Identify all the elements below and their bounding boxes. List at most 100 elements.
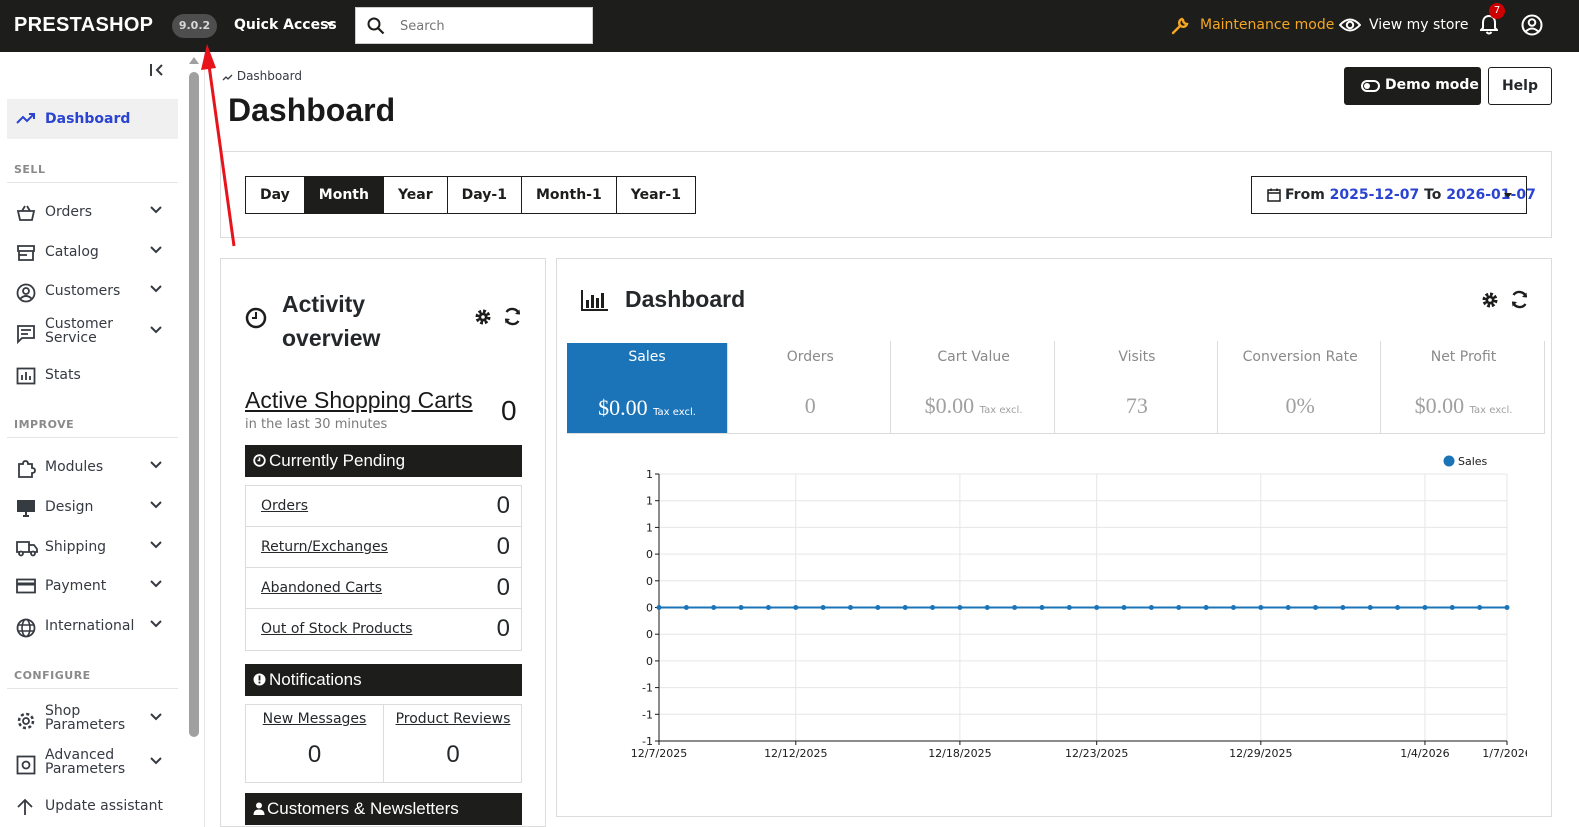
refresh-icon[interactable] [1510,290,1529,309]
sales-data-point [1039,605,1045,610]
demo-mode-button[interactable]: Demo mode [1344,67,1481,105]
sidebar-item-dashboard[interactable]: Dashboard [7,99,178,139]
y-tick-label: 1 [646,521,653,534]
sidebar-item-catalog[interactable]: Catalog [7,232,178,272]
chevron-down-icon[interactable] [150,246,162,254]
sidebar-item-shipping[interactable]: Shipping [7,527,178,567]
y-tick-label: 0 [646,548,653,561]
y-tick-label: 0 [646,628,653,641]
sidebar-item-update-assistant[interactable]: Update assistant [7,786,178,826]
period-button-day[interactable]: Day [246,177,305,213]
kpi-tab-visits[interactable]: Visits 73 [1057,341,1218,434]
period-button-year-1[interactable]: Year-1 [616,177,695,213]
period-button-month[interactable]: Month [304,177,384,213]
user-account-icon[interactable] [1521,14,1543,36]
chevron-down-icon[interactable] [150,620,162,628]
breadcrumb[interactable]: Dashboard [222,69,302,83]
notifications-table: New Messages 0 Product Reviews 0 [245,704,522,783]
from-label: From [1285,187,1325,203]
sidebar-item-payment[interactable]: Payment [7,566,178,606]
chevron-down-icon[interactable] [150,285,162,293]
search-input[interactable] [400,16,580,36]
pending-link[interactable]: Out of Stock Products [261,621,413,637]
version-badge: 9.0.2 [172,14,217,38]
sales-data-point [1367,605,1373,610]
help-button[interactable]: Help [1488,67,1552,105]
kpi-value-text: 0 [804,393,816,418]
sidebar-item-shop-parameters[interactable]: Shop Parameters [7,699,178,739]
sidebar-item-label: Customer Service [45,316,114,346]
y-tick-label: 0 [646,602,653,615]
sidebar-item-modules[interactable]: Modules [7,447,178,487]
clock-icon [253,454,266,467]
period-button-day-1[interactable]: Day-1 [447,177,522,213]
sales-data-point [1285,605,1291,610]
gear-icon[interactable] [1481,291,1499,309]
period-button-month-1[interactable]: Month-1 [521,177,617,213]
legend-swatch [1443,455,1455,467]
sales-data-point [820,605,826,610]
sidebar-item-orders[interactable]: Orders [7,192,178,232]
sidebar-item-customer-service[interactable]: Customer Service [7,312,178,352]
quick-access-button[interactable]: Quick Access [234,17,337,33]
pending-value: 0 [496,492,510,519]
divider [7,688,178,689]
y-tick-label: -1 [642,735,653,748]
breadcrumb-label[interactable]: Dashboard [236,69,302,83]
new-messages-link[interactable]: New Messages [262,711,367,727]
gear-icon[interactable] [474,308,492,326]
caret-down-icon[interactable] [326,22,334,27]
period-button-year[interactable]: Year [383,177,448,213]
caret-down-icon [1504,193,1512,198]
section-title: Currently Pending [269,451,406,470]
kpi-tab-orders[interactable]: Orders 0 [730,341,892,434]
currently-pending-header: Currently Pending [245,445,522,477]
divider [7,182,178,183]
chevron-down-icon[interactable] [150,580,162,588]
pending-link[interactable]: Orders [261,498,309,514]
active-carts-link[interactable]: Active Shopping Carts [245,387,473,413]
chevron-down-icon[interactable] [150,757,162,765]
kpi-suffix: Tax excl. [979,405,1023,416]
sidebar-item-advanced-parameters[interactable]: Advanced Parameters [7,743,178,783]
refresh-icon[interactable] [503,307,522,326]
kpi-tab-conversion-rate[interactable]: Conversion Rate 0% [1220,341,1382,434]
prestashop-logo[interactable]: PRESTASHOP [14,14,154,36]
search-icon[interactable] [367,17,385,35]
sidebar-item-label: Orders [45,204,93,220]
kpi-tab-sales[interactable]: Sales $0.00 Tax excl. [567,343,728,433]
kpi-label: Cart Value [937,349,1010,365]
search-box[interactable] [355,7,593,44]
product-reviews-link[interactable]: Product Reviews [395,711,511,727]
sidebar-item-stats[interactable]: Stats [7,355,178,395]
to-date: 2026-01-07 [1446,187,1536,203]
chevron-down-icon[interactable] [150,326,162,334]
pending-link[interactable]: Abandoned Carts [261,580,383,596]
x-tick-label: 1/7/2026 [1482,747,1527,760]
chevron-down-icon[interactable] [150,501,162,509]
arrow-up-icon [17,798,33,815]
kpi-tab-cart-value[interactable]: Cart Value $0.00 Tax excl. [894,341,1055,434]
chevron-down-icon[interactable] [150,461,162,469]
sidebar-item-customers[interactable]: Customers [7,271,178,311]
table-row: Out of Stock Products 0 [246,609,521,650]
section-title: Customers & Newsletters [267,799,459,818]
chevron-down-icon[interactable] [150,713,162,721]
sidebar-item-label: Customers [45,283,121,299]
active-carts-value: 0 [501,395,517,426]
date-range-picker[interactable]: From 2025-12-07 To 2026-01-07 [1251,176,1536,214]
pending-link[interactable]: Return/Exchanges [261,539,388,555]
kpi-tab-net-profit[interactable]: Net Profit $0.00 Tax excl. [1384,341,1545,434]
product-reviews-value: 0 [446,741,460,768]
sidebar-item-international[interactable]: International [7,606,178,646]
sales-data-point [1012,605,1018,610]
chevron-down-icon[interactable] [150,206,162,214]
x-tick-label: 12/23/2025 [1065,747,1128,760]
sidebar-scrollbar[interactable] [189,72,199,737]
sales-data-point [656,605,662,610]
scrollbar-up-arrow[interactable] [189,57,199,64]
collapse-sidebar-icon[interactable] [148,62,166,78]
chevron-down-icon[interactable] [150,541,162,549]
sidebar-item-design[interactable]: Design [7,487,178,527]
sales-data-point [1422,605,1428,610]
